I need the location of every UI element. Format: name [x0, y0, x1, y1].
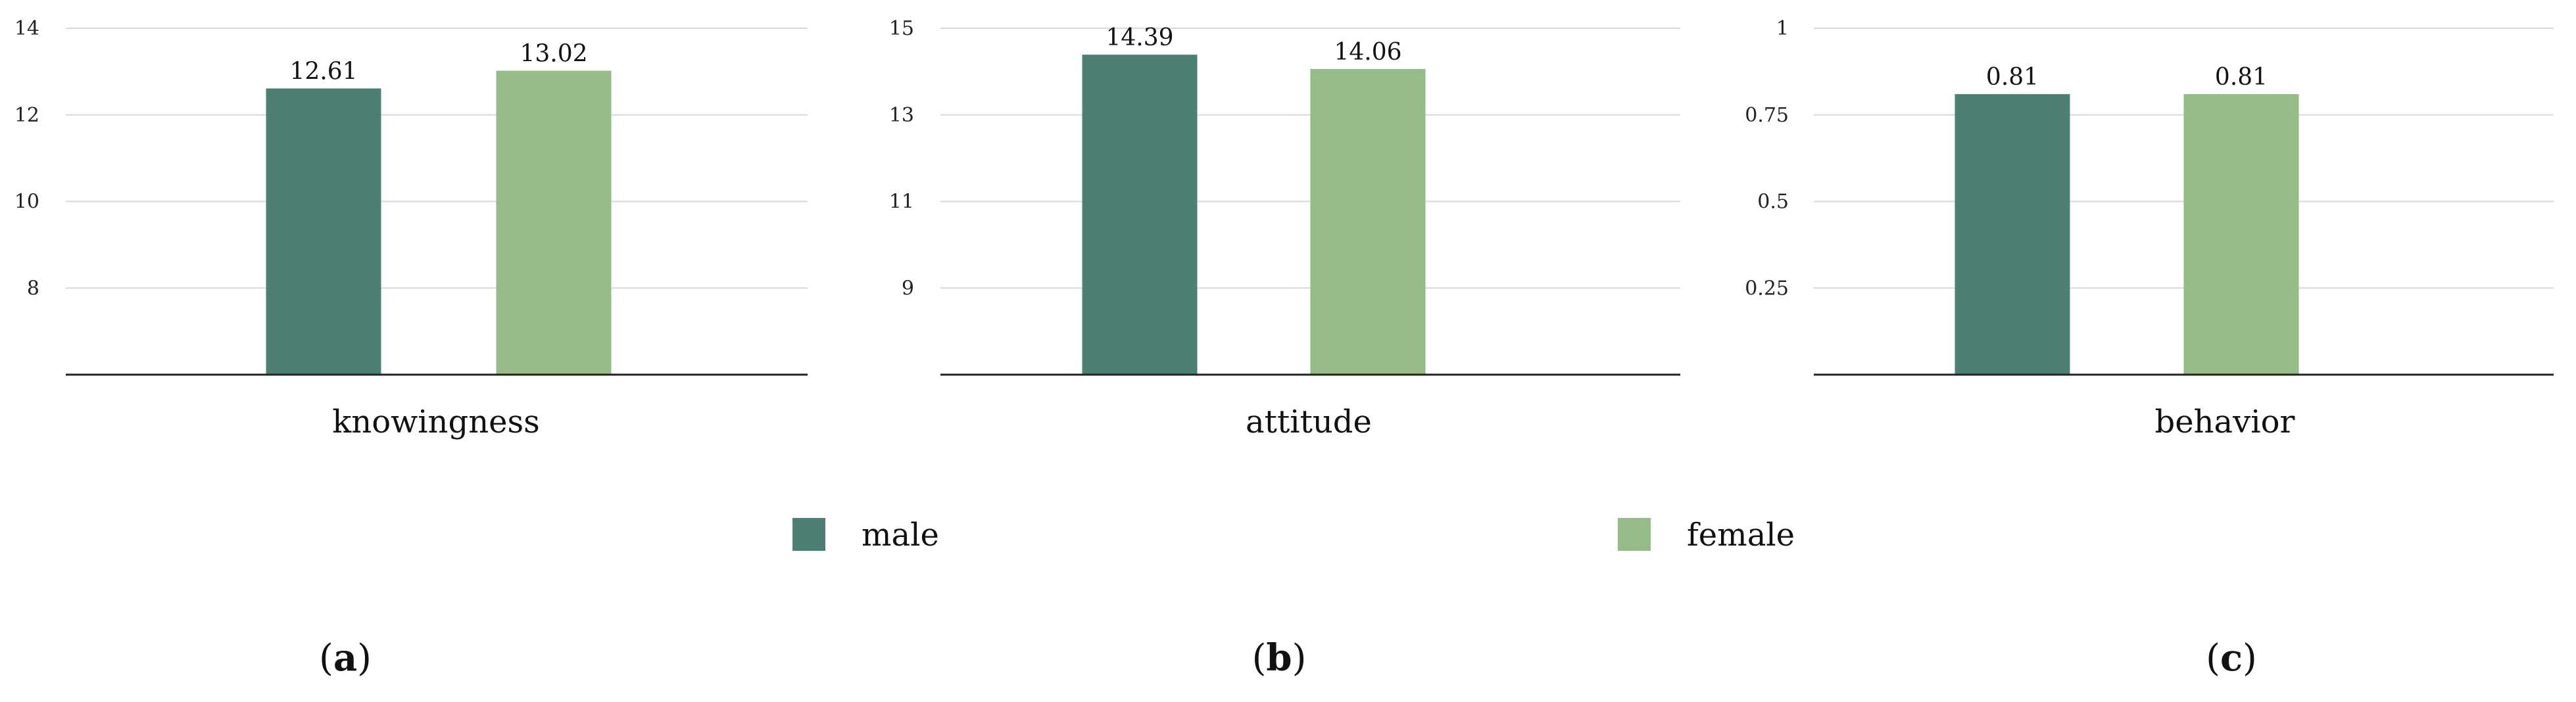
panel-a-xlabel: knowingness	[332, 404, 540, 440]
panel-c-ytick-label: 0.25	[1745, 277, 1789, 300]
panel-c-ytick-label: 0.75	[1745, 104, 1789, 127]
panel-b-ytick-label: 9	[902, 277, 914, 300]
panel-c-bar-female	[2183, 94, 2299, 375]
panel-b-bar-male	[1082, 55, 1198, 375]
panel-a-ytick-label: 14	[14, 17, 39, 40]
panel-a-bar-male	[266, 88, 381, 375]
legend-swatch-male	[792, 518, 825, 551]
panel-c-ytick-label: 0.5	[1757, 191, 1789, 214]
panel-c-data-label-female: 0.81	[2215, 64, 2268, 91]
panel-b-ytick-label: 11	[889, 191, 914, 214]
panel-c-ytick-label: 1	[1776, 17, 1789, 40]
panel-b-bar-female	[1310, 68, 1426, 375]
panel-c-xlabel: behavior	[2155, 404, 2295, 440]
panel-b-ytick-label: 13	[889, 104, 914, 127]
panel-c-bar-male	[1955, 94, 2070, 375]
panel-label-a: (a)	[319, 636, 372, 680]
legend-label-female: female	[1687, 517, 1795, 553]
panel-b-xlabel: attitude	[1246, 404, 1372, 440]
panel-c-data-label-male: 0.81	[1986, 64, 2039, 91]
panel-label-c: (c)	[2206, 636, 2257, 680]
panel-b-ytick-label: 15	[889, 17, 914, 40]
panel-a-ytick-label: 8	[27, 277, 39, 300]
bar-panels: 8 10 12 14 12.61 13.02 9 11 13 15 14.39 14.06 0.25 0.…	[14, 17, 2554, 376]
legend-label-male: male	[862, 517, 939, 553]
panel-a-data-label-male: 12.61	[289, 59, 357, 85]
panel-a-ytick-label: 10	[14, 191, 39, 214]
panel-a-ytick-label: 12	[14, 104, 39, 127]
legend-swatch-female	[1618, 518, 1651, 551]
panel-b-data-label-male: 14.39	[1106, 24, 1173, 51]
panel-a-bar-female	[496, 70, 612, 375]
panel-b-data-label-female: 14.06	[1334, 39, 1401, 66]
panel-label-b: (b)	[1252, 636, 1307, 680]
panel-a-data-label-female: 13.02	[520, 41, 587, 68]
